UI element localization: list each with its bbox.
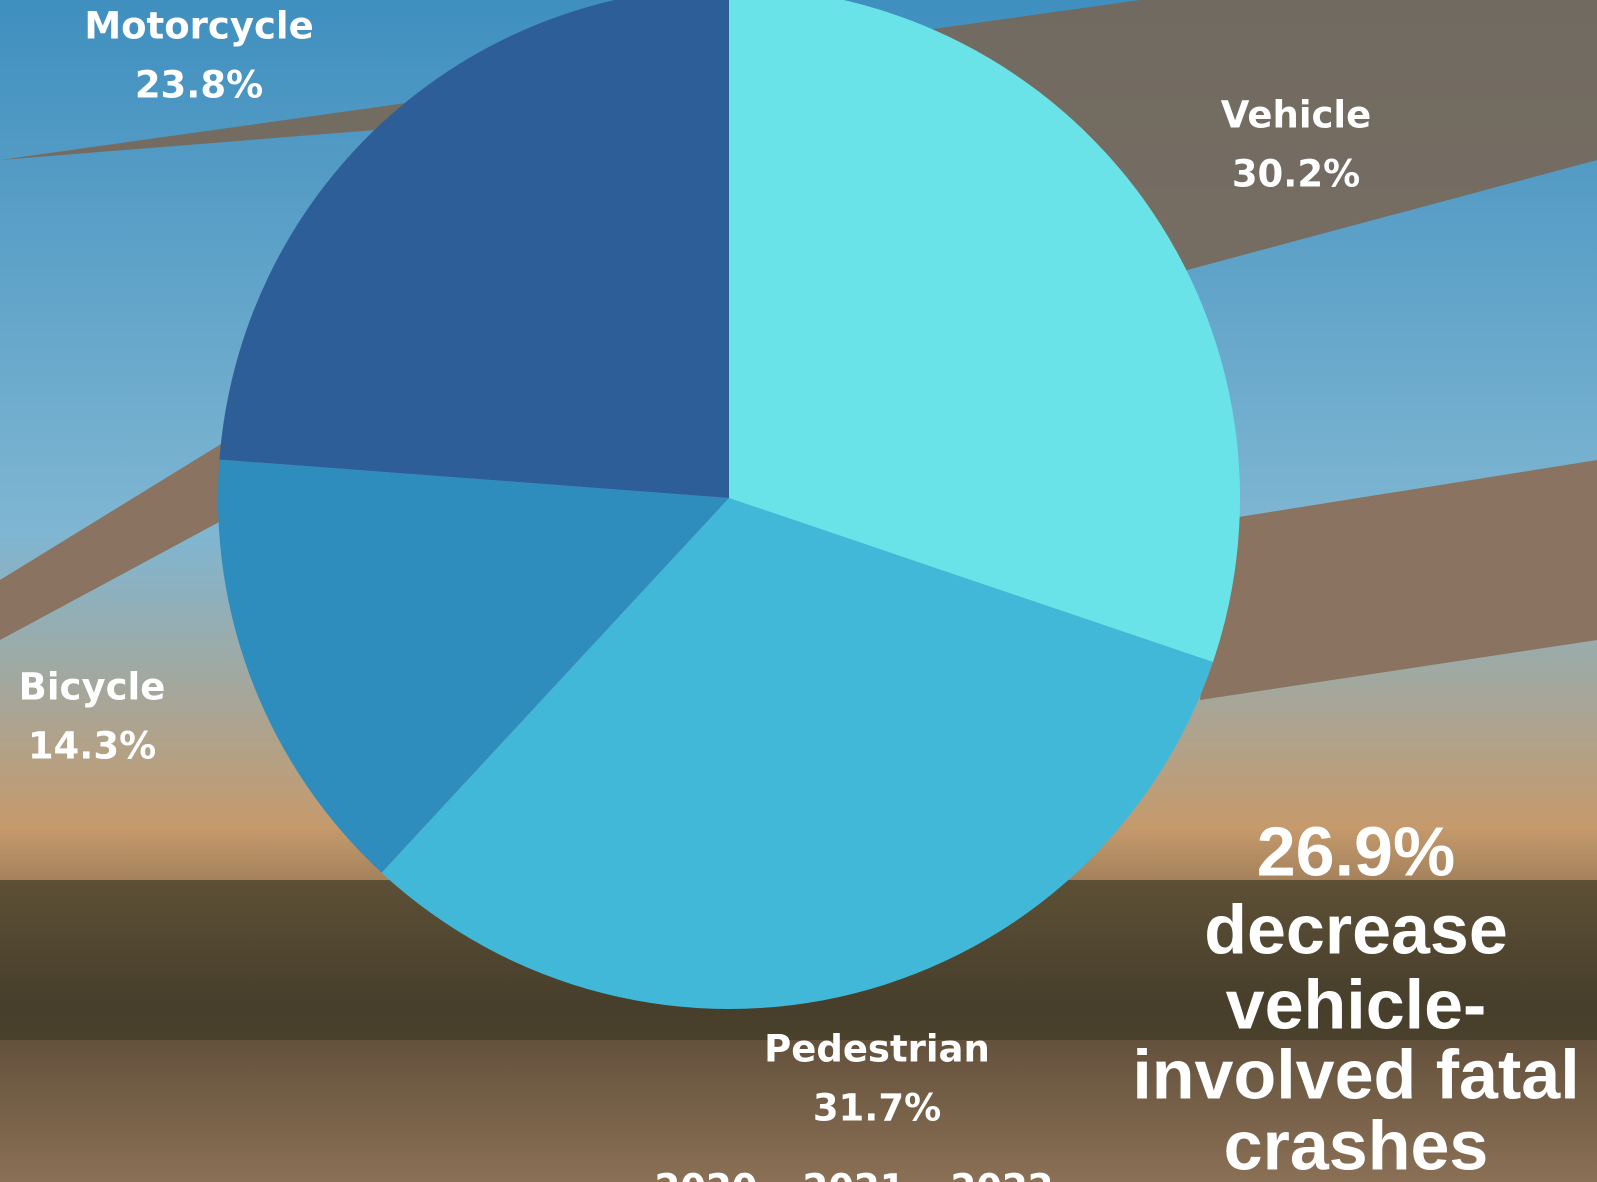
annotation: crashes — [1224, 1106, 1489, 1182]
year-label: 2022 — [951, 1167, 1054, 1182]
value-label: 23.8% — [135, 64, 263, 107]
pie-slice — [219, 0, 729, 498]
annotation: involved fatal — [1132, 1035, 1579, 1113]
annotation: vehicle- — [1226, 965, 1487, 1043]
pie-slice — [381, 498, 1213, 1009]
slice-label: Bicycle — [19, 666, 166, 709]
pie-slice — [729, 0, 1241, 663]
annotation: decrease — [1204, 890, 1508, 968]
bridge — [0, 420, 260, 640]
pie — [217, 0, 1241, 1009]
year-label: 2021 — [803, 1167, 906, 1182]
annotation: 26.9% — [1257, 812, 1455, 890]
year-label: 2020 — [655, 1167, 758, 1182]
slice-label: Motorcycle — [84, 5, 313, 48]
slice-label: Pedestrian — [764, 1028, 990, 1071]
slice-label: Vehicle — [1221, 94, 1371, 137]
value-label: 30.2% — [1232, 153, 1360, 196]
bridge — [0, 0, 1597, 280]
value-label: 14.3% — [28, 725, 156, 768]
pie-slice — [217, 459, 729, 873]
value-label: 31.7% — [813, 1087, 941, 1130]
bridge — [1200, 460, 1597, 700]
labels: Vehicle 30.2% Pedestrian 31.7% Bicycle 14.3% M… — [19, 5, 1580, 1182]
